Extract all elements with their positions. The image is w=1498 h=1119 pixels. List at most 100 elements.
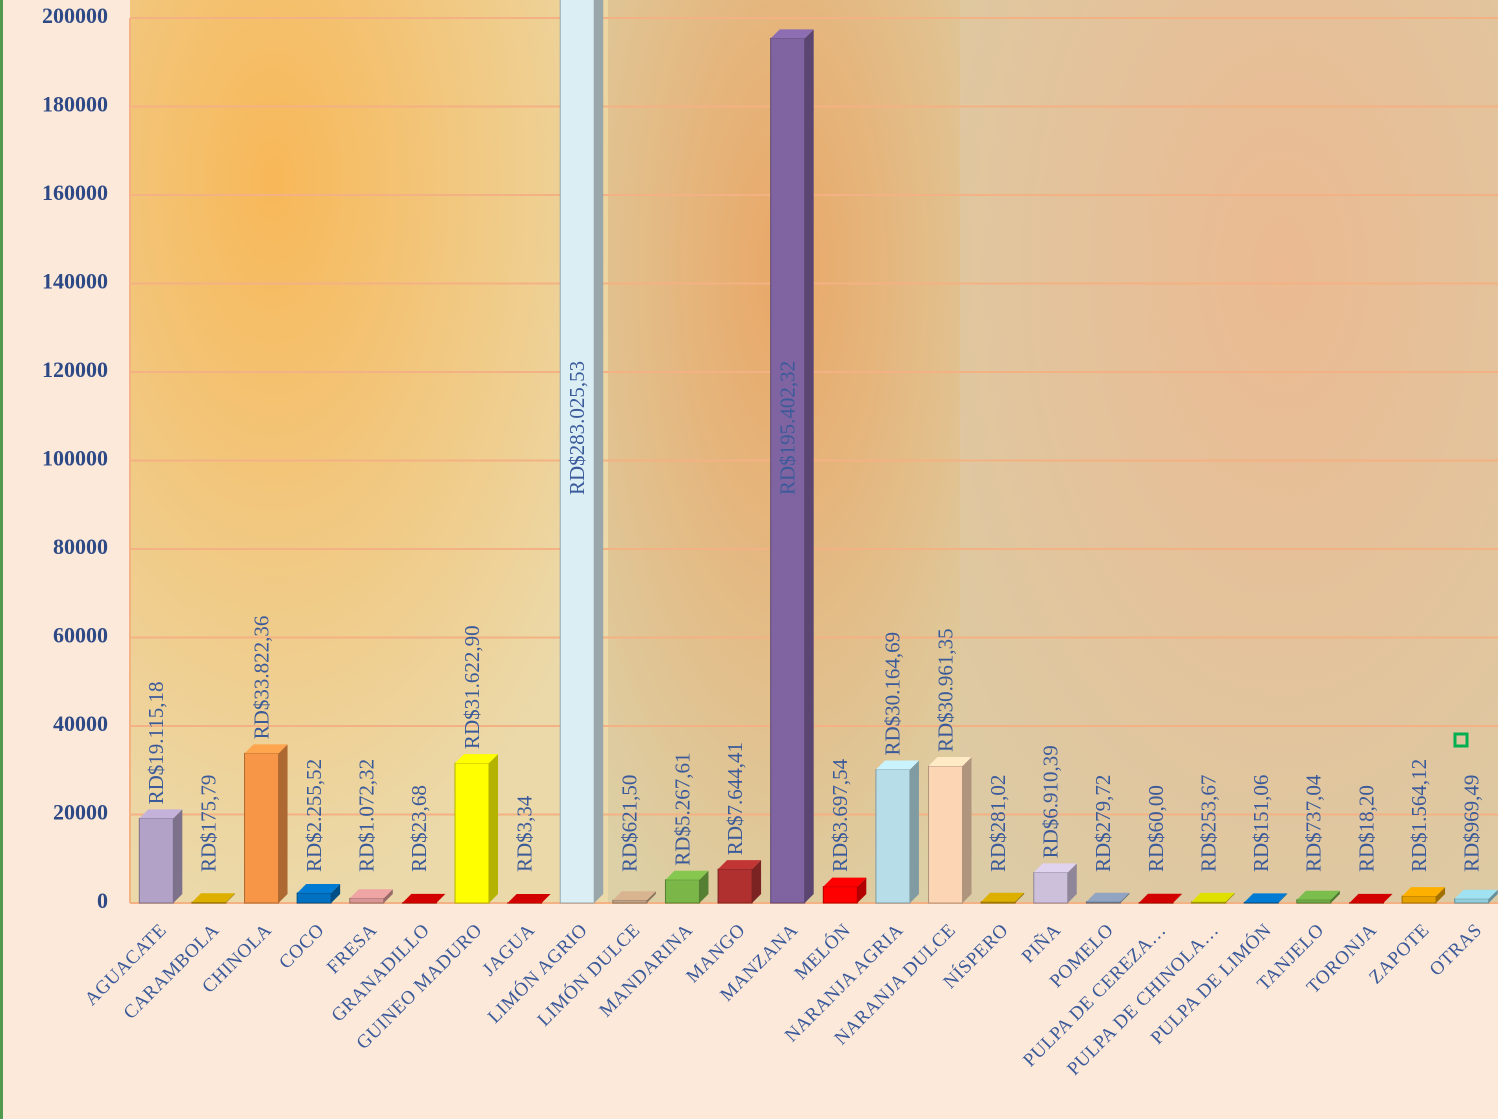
bar-front — [1033, 871, 1069, 904]
bar-side — [1330, 890, 1340, 903]
y-tick-label: 200000 — [42, 3, 108, 28]
bar-top — [1349, 893, 1393, 903]
bar — [1348, 893, 1393, 904]
bar-side — [857, 877, 867, 903]
value-label: RD$281,02 — [986, 775, 1010, 872]
value-label: RD$7.644,41 — [723, 742, 747, 855]
bar-top — [770, 29, 814, 39]
bar-top — [928, 756, 972, 766]
bar — [875, 760, 919, 904]
bar-side — [383, 889, 393, 903]
bar-side — [1120, 892, 1130, 903]
bar-front — [1085, 901, 1121, 904]
bar-front — [559, 0, 595, 904]
bar-side — [646, 891, 656, 903]
bar-front — [664, 879, 700, 904]
bar-top — [718, 860, 762, 870]
y-tick-label: 100000 — [42, 446, 108, 471]
bar-side — [173, 809, 183, 903]
bar-top — [981, 892, 1025, 902]
value-label: RD$3.697,54 — [828, 758, 852, 872]
bar-top — [1033, 863, 1077, 873]
bar-side — [1173, 893, 1182, 903]
value-label: RD$283.025,53 — [565, 361, 589, 495]
bar — [822, 877, 867, 904]
value-label: RD$31.622,90 — [460, 625, 484, 749]
bar-side — [962, 756, 972, 903]
bar — [1191, 892, 1235, 904]
bar-side — [1436, 887, 1446, 903]
value-label: RD$969,49 — [1460, 775, 1484, 872]
bar — [770, 29, 814, 904]
bar — [1033, 863, 1077, 904]
bar-front — [1401, 895, 1437, 904]
bar-side — [1383, 893, 1393, 903]
value-label: RD$3,34 — [512, 795, 536, 872]
bar-front — [1191, 901, 1227, 904]
bar-side — [331, 884, 341, 903]
bar-front — [191, 901, 227, 904]
bar — [454, 754, 498, 904]
bar — [507, 893, 551, 904]
bar — [191, 893, 235, 904]
bar-top — [402, 893, 446, 903]
bar-top — [1139, 893, 1182, 903]
value-label: RD$175,79 — [197, 775, 221, 872]
value-label: RD$2.255,52 — [302, 759, 326, 872]
bar — [1296, 890, 1340, 904]
value-label: RD$151,06 — [1249, 775, 1273, 872]
value-label: RD$737,04 — [1302, 774, 1326, 872]
bar-front — [875, 769, 911, 904]
bar-top — [1086, 892, 1130, 902]
y-tick-label: 140000 — [42, 269, 108, 294]
y-tick-label: 120000 — [42, 357, 108, 382]
bar — [980, 892, 1025, 904]
bar-side — [909, 760, 919, 903]
plot-area — [138, 0, 1498, 904]
bar-front — [980, 901, 1016, 904]
bar-front — [822, 886, 858, 904]
bar-top — [349, 889, 393, 899]
value-label: RD$30.961,35 — [933, 628, 957, 752]
bar-side — [594, 0, 604, 903]
bar-top — [139, 809, 183, 819]
value-label: RD$33.822,36 — [249, 616, 273, 740]
bar-front — [717, 868, 753, 904]
bar — [559, 0, 604, 904]
y-tick-label: 180000 — [42, 92, 108, 117]
bar-top — [1244, 893, 1288, 903]
value-label: RD$30.164,69 — [881, 632, 905, 756]
value-label: RD$1.564,12 — [1407, 759, 1431, 872]
bar-front — [244, 752, 280, 904]
bar-top — [244, 744, 288, 754]
bar-front — [1454, 898, 1490, 904]
bar-front — [612, 899, 648, 904]
value-label: RD$279,72 — [1091, 775, 1115, 872]
bar-top — [1296, 890, 1340, 900]
y-tick-label: 160000 — [42, 180, 108, 205]
value-label: RD$19.115,18 — [144, 682, 168, 805]
value-label: RD$1.072,32 — [355, 759, 379, 872]
value-label: RD$6.910,39 — [1039, 745, 1063, 858]
bar-front — [1243, 901, 1279, 904]
bar — [1243, 893, 1288, 904]
bar-side — [278, 744, 288, 903]
bar-side — [489, 754, 498, 903]
bar-top — [665, 870, 709, 880]
bar-side — [1278, 893, 1288, 903]
bar-top — [612, 891, 656, 901]
bar-front — [770, 37, 806, 904]
bar-front — [928, 765, 964, 904]
bar — [717, 860, 762, 904]
bar-top — [1454, 889, 1498, 899]
border — [0, 0, 3, 1119]
value-label: RD$23,68 — [407, 785, 431, 872]
bar — [664, 870, 709, 904]
value-label: RD$195.402,32 — [776, 361, 800, 495]
value-label: RD$253,67 — [1196, 775, 1220, 872]
bar-front — [138, 817, 174, 904]
value-label: RD$621,50 — [618, 775, 642, 872]
bar-top — [297, 884, 341, 894]
bar-side — [699, 870, 709, 903]
